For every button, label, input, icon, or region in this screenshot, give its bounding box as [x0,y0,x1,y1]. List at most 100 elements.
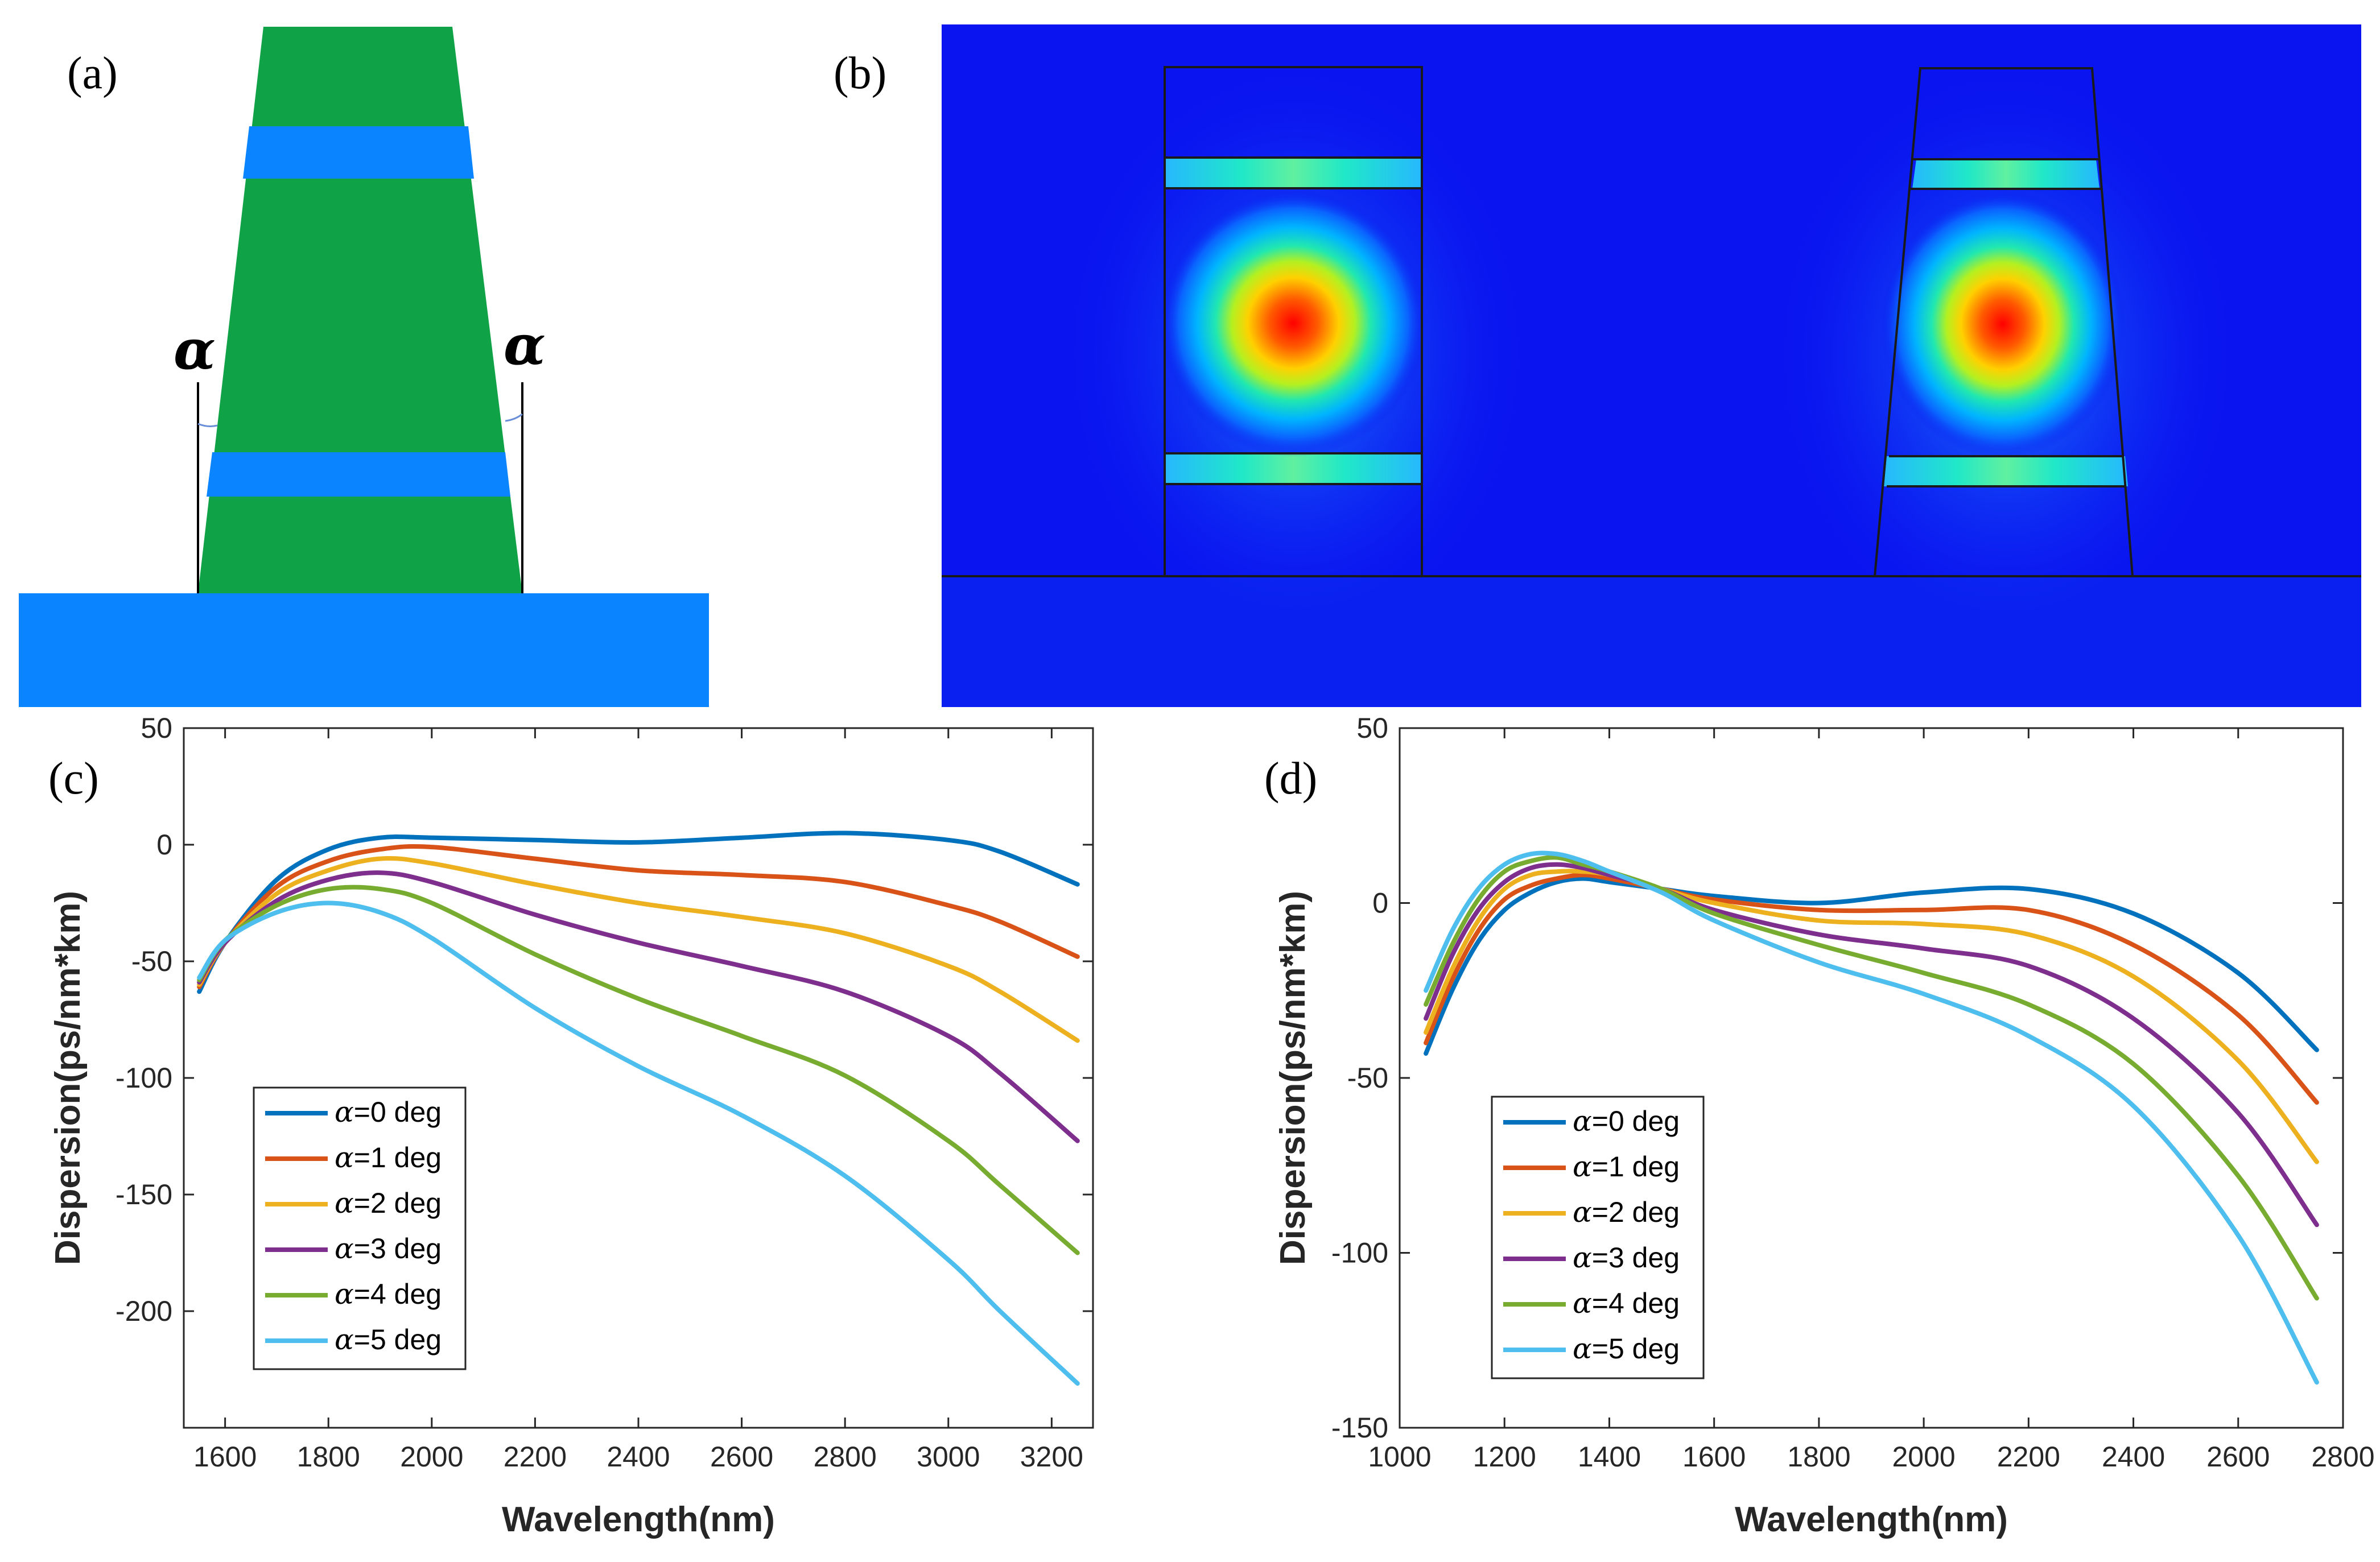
chart-c-y-axis-title: Dispersion(ps/nm*km) [48,891,88,1265]
legend-label-0: α=0 deg [1573,1105,1680,1138]
panel-label-b: (b) [834,48,886,98]
legend-label-2: α=2 deg [335,1187,442,1220]
series-line-alpha-3 [1424,862,2319,1228]
series-line-alpha-5 [1424,850,2319,1385]
legend-alpha-symbol: α [1573,1287,1592,1320]
y-tick-label: -150 [116,1179,172,1210]
chart-c-y-ticks: 50 0 -50 -100 -150 -200 [116,712,1093,1327]
panel-b: (b) [834,24,2361,707]
series-line-alpha-5 [197,900,1080,1386]
x-tick-label: 1000 [1368,1441,1431,1473]
y-tick-label: -150 [1331,1412,1388,1444]
x-tick-label: 1600 [1682,1441,1746,1473]
series-line-alpha-2 [1424,869,2319,1164]
legend-series-name: =5 deg [354,1324,442,1356]
panel-label-d: (d) [1264,754,1317,804]
x-tick-label: 2000 [1892,1441,1955,1473]
chart-d-x-ticks: 1000 1200 1400 1600 1800 2000 2200 2400 2600 2800 [1368,728,2375,1473]
legend-label-0: α=0 deg [335,1096,442,1129]
legend-series-name: =1 deg [354,1142,442,1173]
chart-d-legend-box [1491,1096,1705,1379]
substrate [19,593,709,707]
legend-label-1: α=1 deg [335,1141,442,1174]
legend-label-4: α=4 deg [1573,1287,1680,1320]
legend-alpha-symbol: α [1573,1196,1592,1229]
legend-alpha-symbol: α [335,1096,354,1129]
y-tick-label: -100 [1331,1237,1388,1269]
legend-alpha-symbol: α [1573,1150,1592,1183]
y-tick-label: 0 [156,829,172,861]
legend-alpha-symbol: α [335,1187,354,1220]
series-line-alpha-1 [197,844,1080,990]
left-mode-profile [1160,189,1427,457]
chart-c-x-ticks: 1600 1800 2000 2200 2400 2600 2800 3000 3200 [193,728,1083,1473]
legend-series-name: =0 deg [1592,1105,1680,1137]
panel-label-c: (c) [48,754,99,804]
chart-d-x-axis-title: Wavelength(nm) [1735,1500,2008,1539]
x-tick-label: 2400 [2102,1441,2165,1473]
y-tick-label: -50 [131,945,172,977]
legend-alpha-symbol: α [335,1141,354,1174]
legend-label-5: α=5 deg [1573,1332,1680,1365]
x-tick-label: 2800 [2311,1441,2374,1473]
left-angle-symbol: α [174,317,216,382]
panel-a: α α (a) [19,27,709,707]
right-lower-band [1884,456,2128,486]
right-angle-arc [505,413,523,422]
waveguide-core [198,27,522,593]
series-line-alpha-4 [197,885,1080,1255]
x-tick-label: 2800 [814,1441,877,1473]
chart-c-x-axis-title: Wavelength(nm) [502,1500,775,1539]
series-line-alpha-2 [197,856,1080,1043]
legend-series-name: =3 deg [1592,1242,1680,1274]
chart-d-series [1424,850,2319,1385]
x-tick-label: 1800 [1787,1441,1850,1473]
x-tick-label: 1200 [1473,1441,1536,1473]
right-upper-band [1912,159,2099,189]
y-tick-label: -100 [116,1062,172,1094]
legend-series-name: =4 deg [1592,1287,1680,1319]
legend-label-5: α=5 deg [335,1323,442,1356]
x-tick-label: 1600 [193,1441,257,1473]
legend-label-3: α=3 deg [335,1232,442,1265]
legend-alpha-symbol: α [1573,1241,1592,1274]
series-line-alpha-0 [197,830,1080,994]
legend-series-name: =2 deg [1592,1196,1680,1228]
legend-series-name: =0 deg [354,1096,442,1128]
legend-series-name: =2 deg [354,1187,442,1219]
legend-label-1: α=1 deg [1573,1150,1680,1183]
series-line-alpha-1 [1424,873,2319,1105]
legend-alpha-symbol: α [1573,1105,1592,1138]
x-tick-label: 2200 [1997,1441,2060,1473]
legend-series-name: =1 deg [1592,1151,1680,1183]
right-mode-profile [1880,191,2125,458]
x-tick-label: 2000 [400,1441,463,1473]
lower-layer [207,452,510,497]
x-tick-label: 3000 [917,1441,980,1473]
series-line-alpha-0 [1424,876,2319,1056]
y-tick-label: -50 [1347,1062,1388,1094]
legend-alpha-symbol: α [335,1323,354,1356]
x-tick-label: 2600 [710,1441,773,1473]
series-line-alpha-4 [1424,855,2319,1301]
y-tick-label: 50 [1356,712,1388,744]
chart-d-y-ticks: 50 0 -50 -100 -150 [1331,712,2343,1444]
chart-d-y-axis-title: Dispersion(ps/nm*km) [1273,891,1313,1265]
legend-alpha-symbol: α [335,1278,354,1311]
legend-label-2: α=2 deg [1573,1196,1680,1229]
upper-layer [243,126,474,179]
chart-c-series [197,830,1080,1386]
y-tick-label: 50 [141,712,172,744]
legend-series-name: =3 deg [354,1233,442,1265]
x-tick-label: 3200 [1020,1441,1083,1473]
y-tick-label: -200 [116,1295,172,1327]
x-tick-label: 2400 [607,1441,670,1473]
left-lower-band [1165,453,1422,484]
right-angle-symbol: α [504,313,546,377]
legend-alpha-symbol: α [1573,1332,1592,1365]
